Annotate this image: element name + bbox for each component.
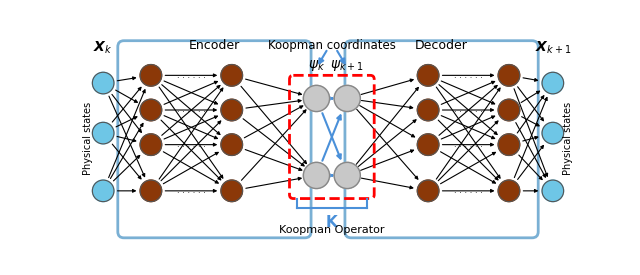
Circle shape — [542, 122, 564, 144]
Text: . . . . . .: . . . . . . — [454, 186, 483, 195]
Text: $\mathbf{K}$: $\mathbf{K}$ — [324, 214, 339, 230]
Circle shape — [498, 180, 520, 202]
Text: . . . . . .: . . . . . . — [177, 106, 206, 114]
Text: $\psi_{k+1}$: $\psi_{k+1}$ — [330, 58, 364, 73]
Text: . . . . . .: . . . . . . — [454, 140, 483, 149]
Text: Physical states: Physical states — [563, 102, 573, 175]
Circle shape — [221, 99, 243, 121]
Circle shape — [140, 99, 162, 121]
Circle shape — [303, 162, 330, 189]
Circle shape — [417, 180, 439, 202]
Text: $\psi_k$: $\psi_k$ — [308, 58, 325, 73]
Text: . . . . . .: . . . . . . — [177, 140, 206, 149]
Circle shape — [92, 180, 114, 202]
Circle shape — [417, 65, 439, 86]
Circle shape — [417, 134, 439, 155]
Text: $\boldsymbol{X}_k$: $\boldsymbol{X}_k$ — [93, 39, 113, 56]
Text: Encoder: Encoder — [189, 39, 240, 52]
Text: . . . . . .: . . . . . . — [454, 71, 483, 80]
Text: $\boldsymbol{X}_{k+1}$: $\boldsymbol{X}_{k+1}$ — [534, 39, 571, 56]
Circle shape — [542, 72, 564, 94]
Circle shape — [498, 134, 520, 155]
Circle shape — [303, 85, 330, 112]
Circle shape — [140, 65, 162, 86]
Circle shape — [140, 180, 162, 202]
Circle shape — [334, 162, 360, 189]
Text: Koopman coordinates: Koopman coordinates — [268, 39, 396, 52]
Circle shape — [417, 99, 439, 121]
Text: Physical states: Physical states — [83, 102, 93, 175]
Text: . . . . . .: . . . . . . — [454, 106, 483, 114]
Circle shape — [542, 180, 564, 202]
Text: . . . . . .: . . . . . . — [177, 186, 206, 195]
Text: . . . . . .: . . . . . . — [177, 71, 206, 80]
Circle shape — [221, 180, 243, 202]
Circle shape — [92, 72, 114, 94]
Circle shape — [334, 85, 360, 112]
Circle shape — [221, 134, 243, 155]
Text: Koopman Operator: Koopman Operator — [279, 225, 385, 235]
Circle shape — [140, 134, 162, 155]
Circle shape — [221, 65, 243, 86]
Circle shape — [498, 99, 520, 121]
Circle shape — [92, 122, 114, 144]
Circle shape — [498, 65, 520, 86]
Text: Decoder: Decoder — [415, 39, 468, 52]
